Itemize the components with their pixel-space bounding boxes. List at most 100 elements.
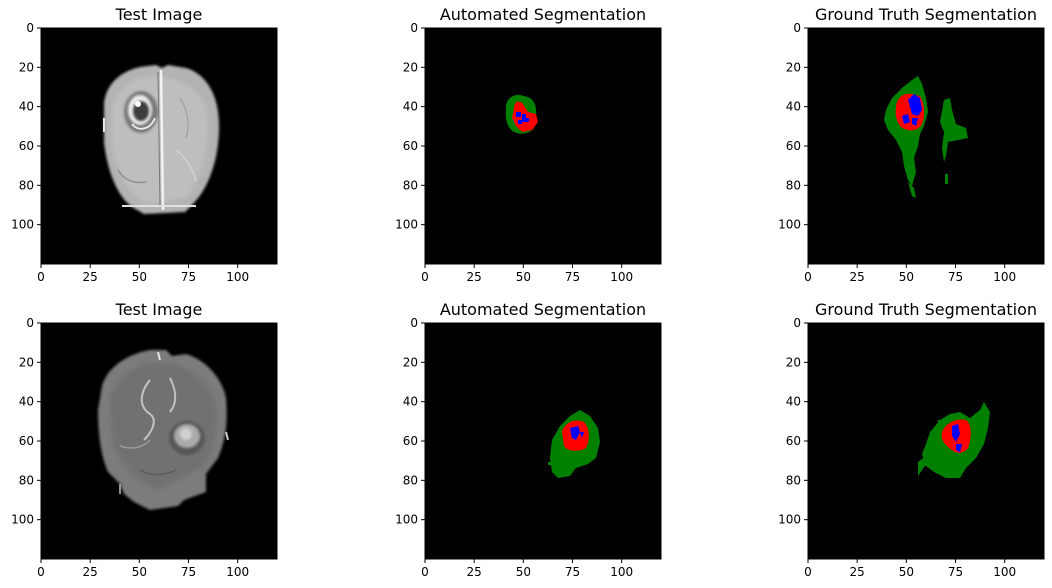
x-tick-label: 25 [467,270,482,284]
y-tick-label: 100 [778,513,801,527]
y-tick-label: 20 [403,355,418,369]
image-area [41,28,277,264]
panel-automated-segmentation-2: Automated Segmentation 0 25 50 75 100 0 20 40 6… [395,300,662,579]
panel-ground-truth-segmentation-2: Ground Truth Segmentation 0 25 50 75 100 0 20… [778,300,1045,579]
y-tick-label: 0 [26,316,34,330]
y-tick-label: 40 [403,100,418,114]
image-area [808,28,1044,264]
x-tick-label: 75 [948,270,963,284]
x-tick-label: 50 [516,565,531,579]
x-axis-ticks: 0 25 50 75 100 [804,559,1016,579]
x-tick-label: 100 [226,270,249,284]
panel-title: Ground Truth Segmentation [815,300,1037,319]
y-tick-label: 60 [19,434,34,448]
y-tick-label: 20 [403,60,418,74]
x-tick-label: 100 [610,565,633,579]
y-tick-label: 60 [403,139,418,153]
x-tick-label: 25 [467,565,482,579]
y-axis-ticks: 0 20 40 60 80 100 [395,21,425,232]
x-tick-label: 0 [421,565,429,579]
x-tick-label: 100 [610,270,633,284]
panel-automated-segmentation-1: Automated Segmentation 0 25 50 75 100 0 20 40 6… [395,5,662,284]
x-tick-label: 0 [804,270,812,284]
segmentation-mask [884,76,968,198]
x-tick-label: 100 [993,565,1016,579]
y-tick-label: 40 [403,395,418,409]
y-tick-label: 40 [786,100,801,114]
x-tick-label: 0 [421,270,429,284]
y-tick-label: 100 [11,513,34,527]
image-area [41,323,277,559]
x-tick-label: 50 [899,565,914,579]
y-tick-label: 100 [395,513,418,527]
y-tick-label: 100 [778,218,801,232]
y-axis-ticks: 0 20 40 60 80 100 [11,21,41,232]
y-axis-ticks: 0 20 40 60 80 100 [778,316,808,527]
y-axis-ticks: 0 20 40 60 80 100 [395,316,425,527]
x-tick-label: 100 [993,270,1016,284]
y-tick-label: 60 [786,434,801,448]
y-tick-label: 20 [786,355,801,369]
image-area [808,323,1044,559]
y-tick-label: 80 [19,473,34,487]
x-axis-ticks: 0 25 50 75 100 [804,264,1016,284]
y-axis-ticks: 0 20 40 60 80 100 [778,21,808,232]
x-tick-label: 75 [565,270,580,284]
x-axis-ticks: 0 25 50 75 100 [421,559,633,579]
y-tick-label: 80 [403,473,418,487]
y-tick-label: 0 [793,21,801,35]
y-tick-label: 100 [395,218,418,232]
x-axis-ticks: 0 25 50 75 100 [421,264,633,284]
image-background [425,28,661,264]
y-tick-label: 20 [19,355,34,369]
x-tick-label: 50 [516,270,531,284]
x-tick-label: 100 [226,565,249,579]
x-tick-label: 0 [804,565,812,579]
y-tick-label: 40 [19,395,34,409]
x-axis-ticks: 0 25 50 75 100 [37,264,249,284]
panel-title: Automated Segmentation [440,300,646,319]
y-tick-label: 0 [410,316,418,330]
x-tick-label: 75 [181,565,196,579]
y-tick-label: 100 [11,218,34,232]
x-tick-label: 75 [948,565,963,579]
x-tick-label: 50 [132,270,147,284]
y-tick-label: 0 [410,21,418,35]
y-tick-label: 80 [786,473,801,487]
x-tick-label: 25 [83,565,98,579]
image-area [425,28,661,264]
y-tick-label: 80 [403,178,418,192]
x-tick-label: 50 [132,565,147,579]
image-area [425,323,661,559]
image-background [808,28,1044,264]
x-tick-label: 75 [565,565,580,579]
segmentation-mask [548,410,600,478]
x-tick-label: 25 [83,270,98,284]
brain-slice [98,350,229,510]
y-tick-label: 60 [403,434,418,448]
brain-slice [103,65,220,214]
y-axis-ticks: 0 20 40 60 80 100 [11,316,41,527]
image-background [425,323,661,559]
panel-title: Test Image [115,300,203,319]
x-tick-label: 0 [37,270,45,284]
panel-title: Automated Segmentation [440,5,646,24]
y-tick-label: 20 [19,60,34,74]
y-tick-label: 40 [19,100,34,114]
segmentation-mask [918,402,990,478]
x-tick-label: 25 [850,565,865,579]
y-tick-label: 60 [786,139,801,153]
panel-test-image-2: Test Image 0 25 50 75 100 0 20 40 60 80 100 [11,300,278,579]
image-background [808,323,1044,559]
x-axis-ticks: 0 25 50 75 100 [37,559,249,579]
y-tick-label: 80 [19,178,34,192]
y-tick-label: 0 [793,316,801,330]
x-tick-label: 75 [181,270,196,284]
segmentation-mask [505,94,538,134]
x-tick-label: 0 [37,565,45,579]
y-tick-label: 60 [19,139,34,153]
x-tick-label: 50 [899,270,914,284]
panel-title: Test Image [115,5,203,24]
